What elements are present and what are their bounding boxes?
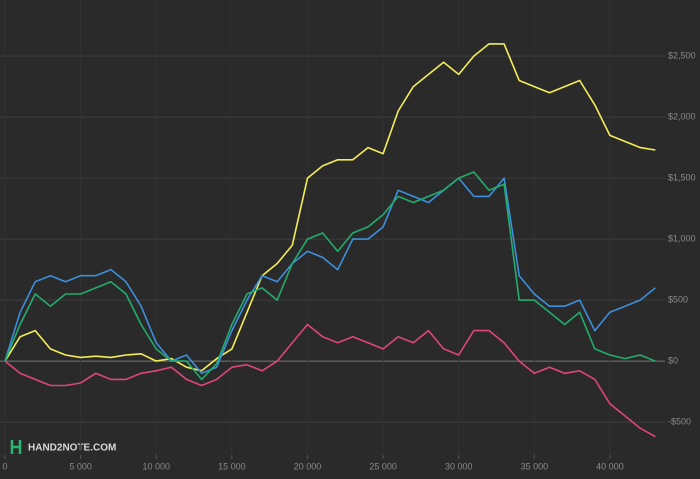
x-tick-label: 35 000 [521, 461, 549, 471]
y-tick-label: $500 [668, 294, 688, 304]
y-tick-label: $1,500 [668, 172, 696, 182]
series-line [4, 323, 656, 438]
x-tick-label: 40 000 [596, 461, 624, 471]
logo: HAND2NOTE.COM [10, 440, 116, 454]
x-tick-label: 25 000 [369, 461, 397, 471]
x-tick-label: 30 000 [445, 461, 473, 471]
series-line [4, 43, 656, 372]
y-tick-label: -$500 [668, 416, 691, 426]
logo-icon [10, 440, 22, 454]
x-tick-label: 15 000 [218, 461, 246, 471]
x-tick-label: 0 [2, 461, 7, 471]
watermark: HAND2NOTE.COM [28, 443, 116, 454]
x-tick-label: 10 000 [142, 461, 170, 471]
y-tick-label: $1,000 [668, 233, 696, 243]
y-tick-label: $0 [668, 355, 678, 365]
x-tick-label: 20 000 [294, 461, 322, 471]
y-tick-label: $2,000 [668, 111, 696, 121]
y-tick-label: $2,500 [668, 50, 696, 60]
x-tick-label: 5 000 [69, 461, 92, 471]
series-line [4, 171, 656, 381]
series-line [4, 177, 656, 375]
